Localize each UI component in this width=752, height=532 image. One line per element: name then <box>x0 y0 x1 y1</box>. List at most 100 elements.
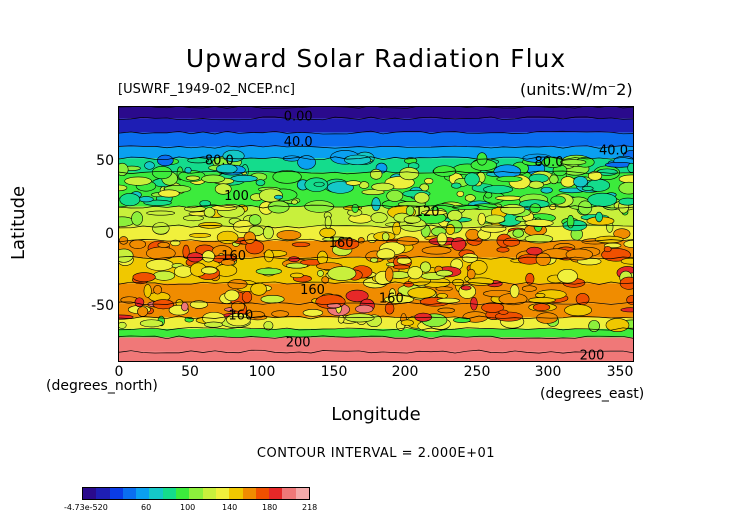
heatmap-cell <box>526 246 543 256</box>
heatmap-cell <box>573 176 588 188</box>
heatmap-cell <box>199 200 211 207</box>
x-tick-label: 250 <box>463 364 491 380</box>
heatmap-cell <box>496 247 510 253</box>
heatmap-cell <box>500 204 526 215</box>
heatmap-cell <box>465 228 480 241</box>
colorbar <box>82 487 310 500</box>
heatmap-cell <box>386 190 404 202</box>
heatmap-cell <box>534 292 546 298</box>
heatmap-cell <box>119 162 129 176</box>
heatmap-band <box>119 146 633 159</box>
heatmap-cell <box>227 279 248 290</box>
contour-line <box>119 335 633 340</box>
colorbar-swatch <box>242 488 256 499</box>
heatmap-cell <box>435 286 453 292</box>
contour-label: 100 <box>224 189 249 204</box>
heatmap-cell <box>566 215 575 229</box>
x-tick-label: 150 <box>320 364 348 380</box>
heatmap-cell <box>403 281 414 288</box>
heatmap-cell <box>481 302 505 313</box>
heatmap-cell <box>355 304 374 314</box>
contour-line <box>119 116 633 121</box>
contour-label: 200 <box>286 336 311 351</box>
heatmap-cell <box>119 193 141 207</box>
heatmap-svg: 0.00 40.0 40.0 80.0 80.0 100 120 160 160 160 160 16… <box>119 107 633 361</box>
heatmap-cell <box>157 154 174 167</box>
y-tick-label: 50 <box>96 153 114 169</box>
y-axis-label: Latitude <box>8 185 29 260</box>
heatmap-cell <box>557 268 578 284</box>
heatmap-cell <box>477 212 486 226</box>
heatmap-cell <box>173 265 193 278</box>
contour-line <box>119 144 633 149</box>
heatmap-cell <box>498 309 509 315</box>
heatmap-cell <box>324 215 332 230</box>
heatmap-cell <box>495 195 523 201</box>
x-tick-label: 350 <box>606 364 634 380</box>
units-label: (units:W/m⁻2) <box>520 80 633 99</box>
contour-line <box>119 301 633 306</box>
heatmap-cell <box>370 257 379 263</box>
contour-line <box>119 156 633 161</box>
colorbar-label: 60 <box>141 503 152 512</box>
heatmap-cell <box>184 166 192 174</box>
heatmap-cell <box>384 302 395 315</box>
heatmap-cell <box>189 233 212 238</box>
colorbar-swatch <box>255 488 270 499</box>
colorbar-swatch <box>202 488 216 499</box>
heatmap-cell <box>464 172 480 187</box>
heatmap-cell <box>153 285 162 295</box>
heatmap-cell <box>528 180 545 189</box>
heatmap-cell <box>421 209 448 216</box>
contour-line <box>119 130 633 135</box>
heatmap-cell <box>587 192 618 207</box>
contour-line <box>119 204 633 209</box>
heatmap-cell <box>627 162 633 173</box>
heatmap-cell <box>603 246 612 253</box>
heatmap-cell <box>344 154 372 166</box>
contour-label: 160 <box>228 309 253 324</box>
heatmap-cell <box>550 195 566 205</box>
heatmap-cell <box>456 190 465 197</box>
heatmap-cell <box>119 236 129 245</box>
heatmap-cell <box>263 225 274 240</box>
colorbar-label: 140 <box>222 503 238 512</box>
heatmap-band <box>119 107 633 119</box>
heatmap-cell <box>316 250 328 265</box>
x-units-east: (degrees_east) <box>540 386 645 402</box>
heatmap-cell <box>250 282 267 296</box>
colorbar-swatch <box>269 488 283 499</box>
heatmap-cell <box>124 176 152 186</box>
file-name-label: [USWRF_1949-02_NCEP.nc] <box>118 82 295 97</box>
heatmap-cell <box>276 230 302 241</box>
colorbar-swatch <box>189 488 203 499</box>
contour-line <box>119 349 633 354</box>
heatmap-cell <box>466 268 476 280</box>
heatmap-cell <box>272 170 302 184</box>
heatmap-cell <box>496 175 523 183</box>
heatmap-cell <box>521 285 537 292</box>
heatmap-cell <box>560 176 576 188</box>
heatmap-cell <box>421 246 452 255</box>
heatmap-cell <box>623 240 633 248</box>
heatmap-cell <box>480 224 507 233</box>
heatmap-cell <box>467 277 494 286</box>
heatmap-cell <box>420 261 431 273</box>
heatmap-cell <box>549 174 559 185</box>
heatmap-band <box>119 337 633 352</box>
colorbar-label: 100 <box>180 503 196 512</box>
heatmap-cell <box>529 203 541 214</box>
heatmap-cell <box>525 272 535 285</box>
heatmap-cell <box>532 303 551 312</box>
heatmap-cell <box>392 221 402 236</box>
colorbar-swatch <box>149 488 163 499</box>
contour-label: 160 <box>329 236 354 251</box>
colorbar-label: 180 <box>262 503 278 512</box>
contour-line <box>119 281 633 286</box>
x-tick-label: 300 <box>534 364 562 380</box>
heatmap-cell <box>119 321 127 329</box>
plot-area: 0.00 40.0 40.0 80.0 80.0 100 120 160 160 160 160 16… <box>118 106 634 362</box>
heatmap-cell <box>158 189 180 198</box>
contour-interval-note: CONTOUR INTERVAL = 2.000E+01 <box>256 446 496 461</box>
heatmap-cell <box>535 252 551 266</box>
